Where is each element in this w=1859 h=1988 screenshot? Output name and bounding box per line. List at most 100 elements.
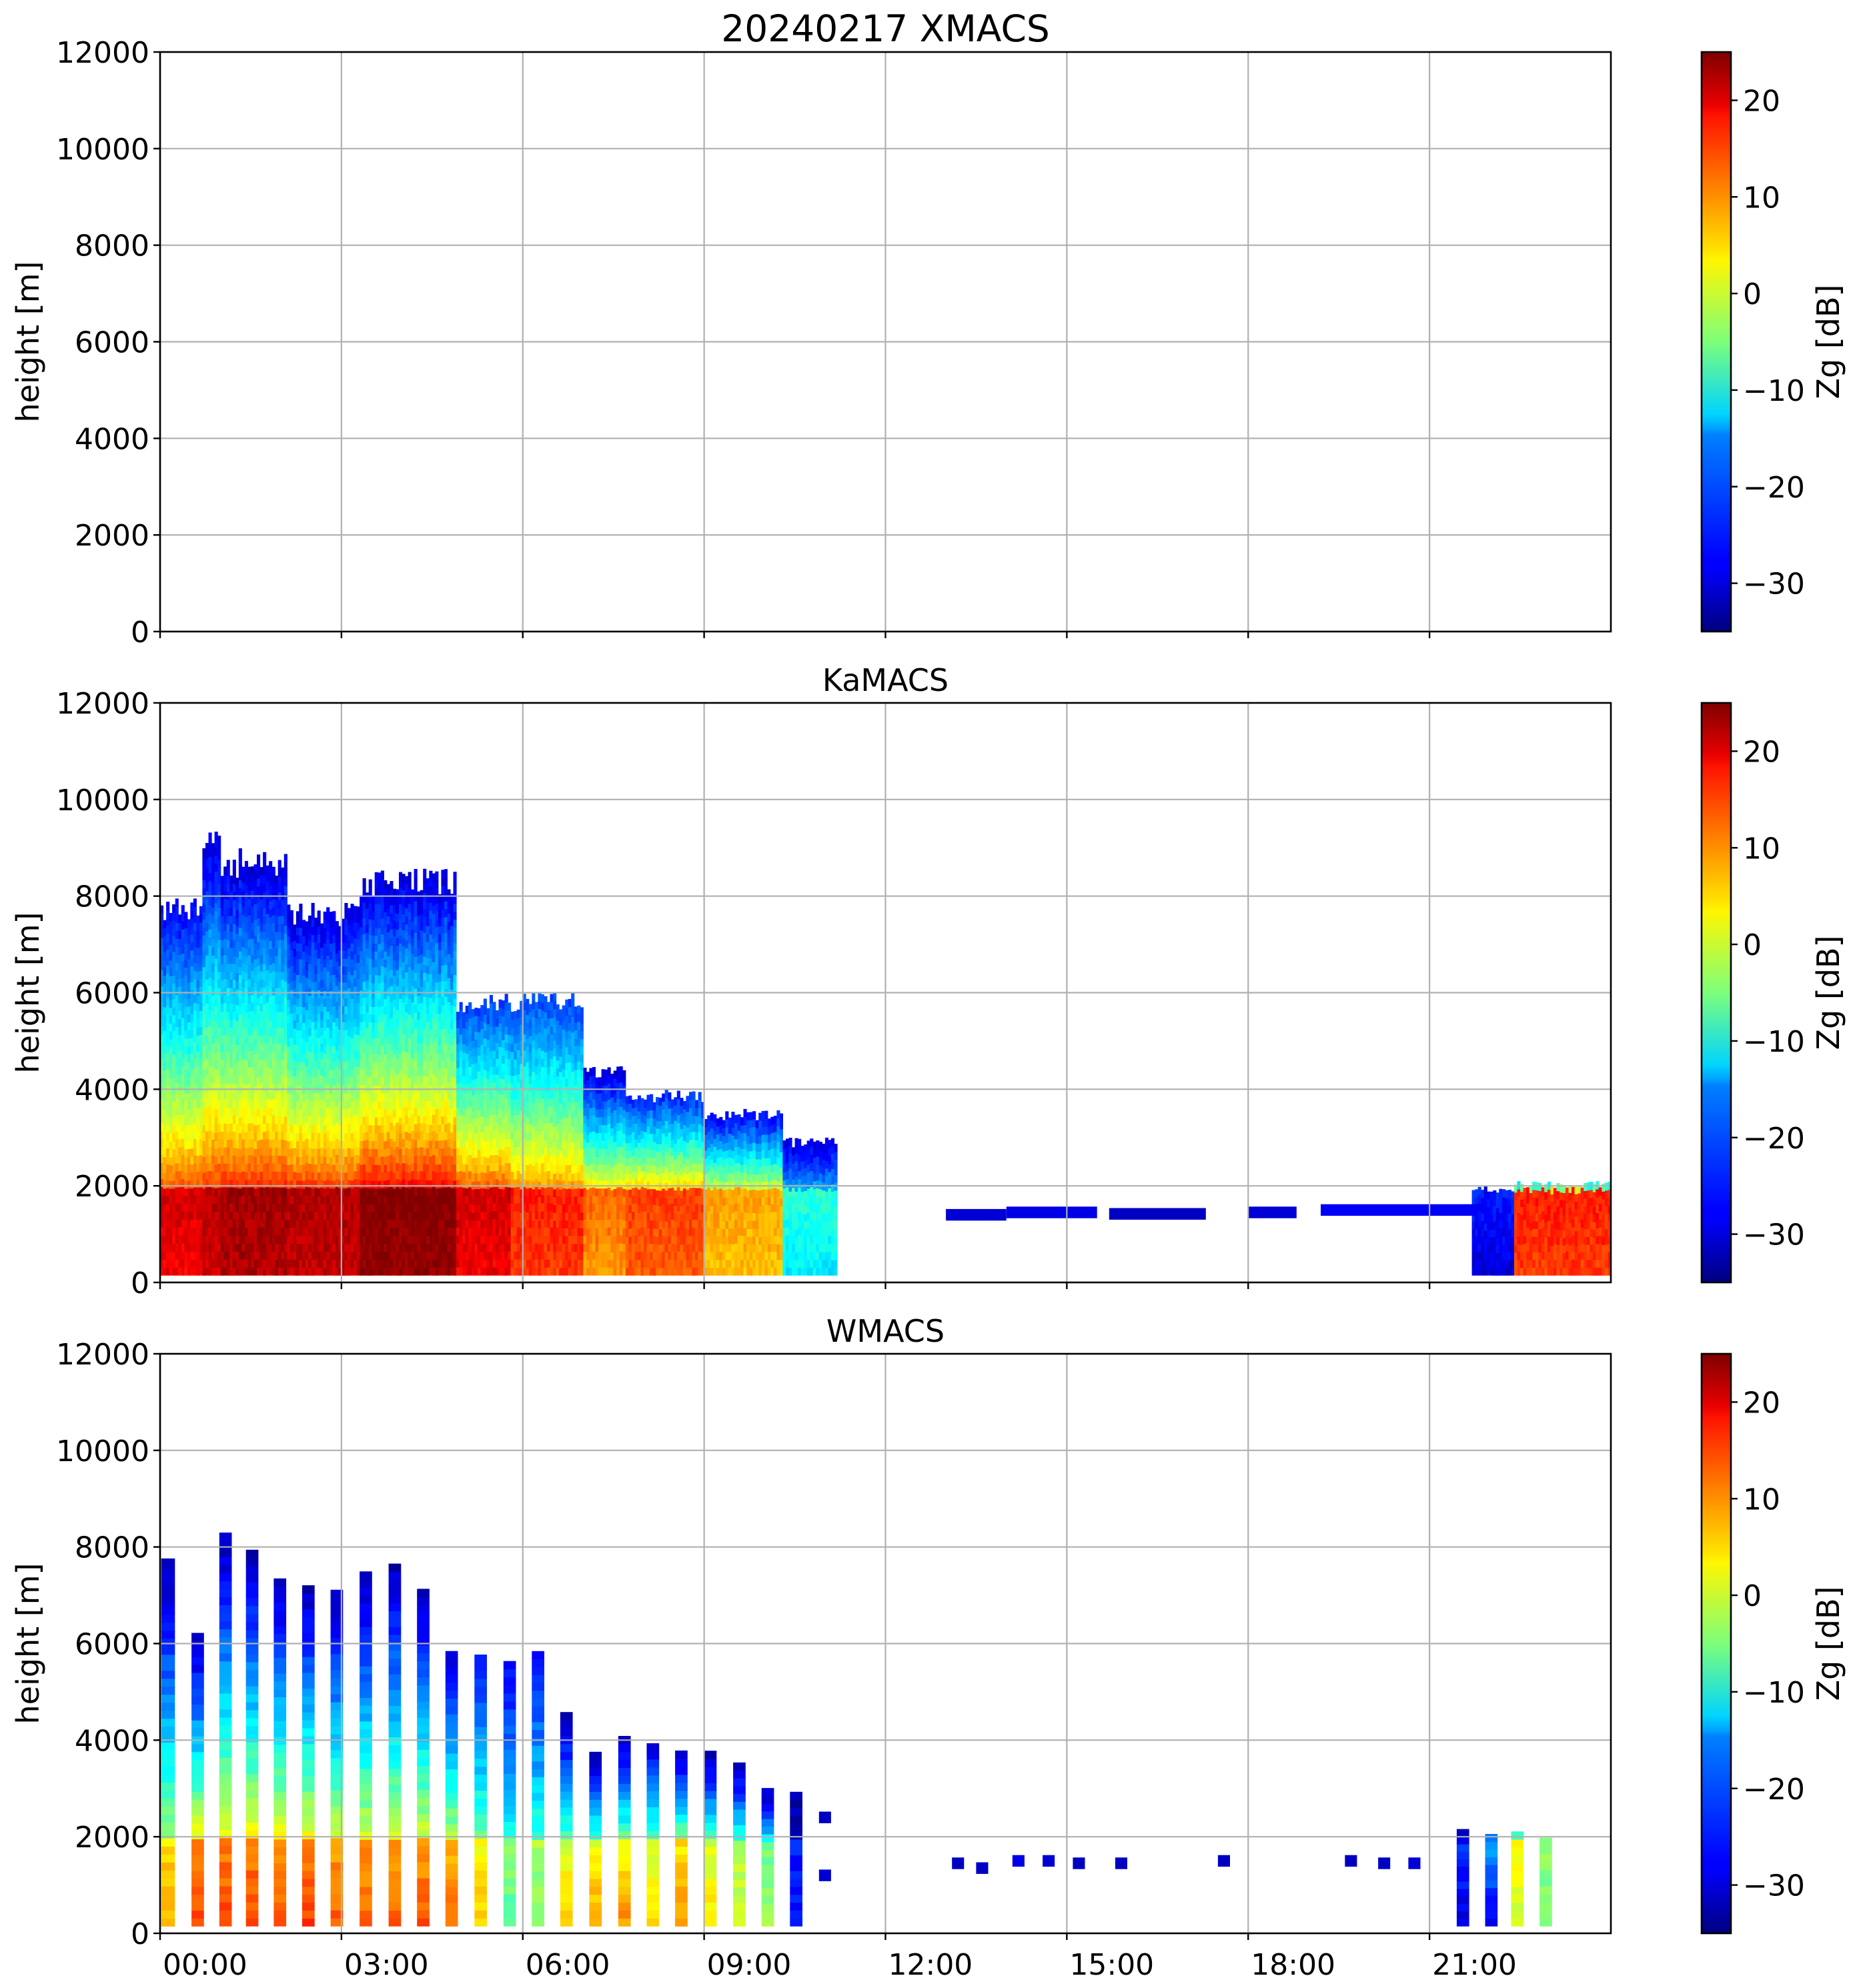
radar-cell <box>211 1235 215 1244</box>
radar-cell <box>169 1094 173 1102</box>
radar-cell <box>392 888 396 898</box>
radar-cell <box>362 1211 366 1220</box>
radar-cell <box>196 1187 200 1196</box>
radar-cell <box>214 887 218 896</box>
radar-cell <box>241 1259 245 1268</box>
radar-cell <box>241 898 245 908</box>
radar-cell <box>175 994 179 1004</box>
radar-cell <box>344 1124 348 1133</box>
radar-cell <box>244 924 248 934</box>
radar-cell <box>335 1026 339 1034</box>
radar-cell <box>226 1067 230 1076</box>
radar-cell <box>341 926 345 935</box>
radar-cell <box>329 982 333 992</box>
radar-cell <box>202 880 206 888</box>
radar-cell <box>447 1098 451 1107</box>
radar-cell <box>390 889 394 898</box>
radar-cell <box>283 1148 287 1156</box>
radar-cell <box>447 1251 451 1260</box>
radar-cell <box>429 1021 433 1030</box>
radar-cell <box>329 1188 333 1197</box>
radar-cell <box>386 1036 390 1044</box>
radar-cell <box>214 1196 218 1204</box>
radar-cell <box>405 1187 409 1196</box>
radar-cell <box>293 1187 297 1196</box>
radar-cell <box>368 1116 372 1126</box>
radar-cell <box>411 1066 415 1075</box>
radar-cell <box>257 965 261 974</box>
radar-cell <box>326 1091 330 1100</box>
radar-cell <box>405 916 409 925</box>
radar-cell <box>417 1115 421 1124</box>
radar-cell <box>308 963 312 972</box>
radar-cell <box>405 1099 409 1108</box>
radar-cell <box>190 1029 194 1038</box>
radar-cell <box>232 876 236 884</box>
radar-cell <box>283 949 287 958</box>
radar-cell <box>356 1170 360 1180</box>
radar-cell <box>235 1235 239 1244</box>
radar-cell <box>372 1038 376 1047</box>
radar-cell <box>223 1227 227 1236</box>
radar-cell <box>453 880 457 888</box>
radar-cell <box>253 1101 257 1110</box>
radar-cell <box>450 902 454 910</box>
radar-cell <box>432 1138 436 1147</box>
radar-cell <box>226 1243 230 1252</box>
radar-cell <box>250 946 254 955</box>
radar-cell <box>347 916 351 925</box>
radar-cell <box>166 1164 170 1172</box>
radar-cell <box>295 1038 299 1046</box>
radar-cell <box>338 1188 342 1196</box>
radar-cell <box>211 979 215 988</box>
radar-cell <box>444 1148 448 1156</box>
radar-cell <box>420 1202 424 1212</box>
radar-cell <box>347 1099 351 1108</box>
radar-cell <box>196 1027 200 1036</box>
radar-cell <box>390 961 394 970</box>
radar-cell <box>247 1155 251 1164</box>
radar-cell <box>354 1194 358 1204</box>
radar-cell <box>263 1107 267 1116</box>
radar-cell <box>220 1155 224 1164</box>
radar-cell <box>447 1186 451 1196</box>
radar-cell <box>187 1251 191 1260</box>
radar-cell <box>360 911 364 920</box>
radar-cell <box>414 1251 418 1260</box>
radar-cell <box>326 1051 330 1060</box>
radar-cell <box>335 1178 339 1187</box>
radar-cell <box>229 1267 233 1276</box>
radar-cell <box>390 1130 394 1139</box>
radar-cell <box>432 1010 436 1019</box>
radar-cell <box>420 1259 424 1268</box>
radar-cell <box>166 1044 170 1054</box>
radar-cell <box>263 1195 267 1204</box>
radar-cell <box>263 956 267 964</box>
radar-cell <box>374 1212 378 1220</box>
radar-cell <box>287 1133 291 1142</box>
radar-cell <box>405 1203 409 1212</box>
radar-cell <box>344 1148 348 1157</box>
radar-cell <box>341 1140 345 1149</box>
radar-cell <box>368 1188 372 1197</box>
radar-cell <box>187 935 191 944</box>
radar-cell <box>465 1235 469 1244</box>
radar-cell <box>354 1026 358 1035</box>
radar-cell <box>450 1052 454 1061</box>
radar-cell <box>263 972 267 980</box>
radar-cell <box>411 1002 415 1011</box>
radar-cell <box>332 1140 336 1149</box>
radar-cell <box>166 1196 170 1204</box>
radar-cell <box>289 1267 293 1276</box>
radar-cell <box>432 994 436 1003</box>
radar-cell <box>202 1069 206 1078</box>
radar-cell <box>259 1235 263 1244</box>
radar-cell <box>384 888 388 897</box>
radar-cell <box>426 894 430 903</box>
radar-cell <box>193 1130 197 1140</box>
radar-cell <box>238 1062 242 1070</box>
radar-cell <box>380 878 384 887</box>
radar-cell <box>350 1148 354 1157</box>
radar-cell <box>332 1164 336 1173</box>
radar-cell <box>178 1219 182 1228</box>
